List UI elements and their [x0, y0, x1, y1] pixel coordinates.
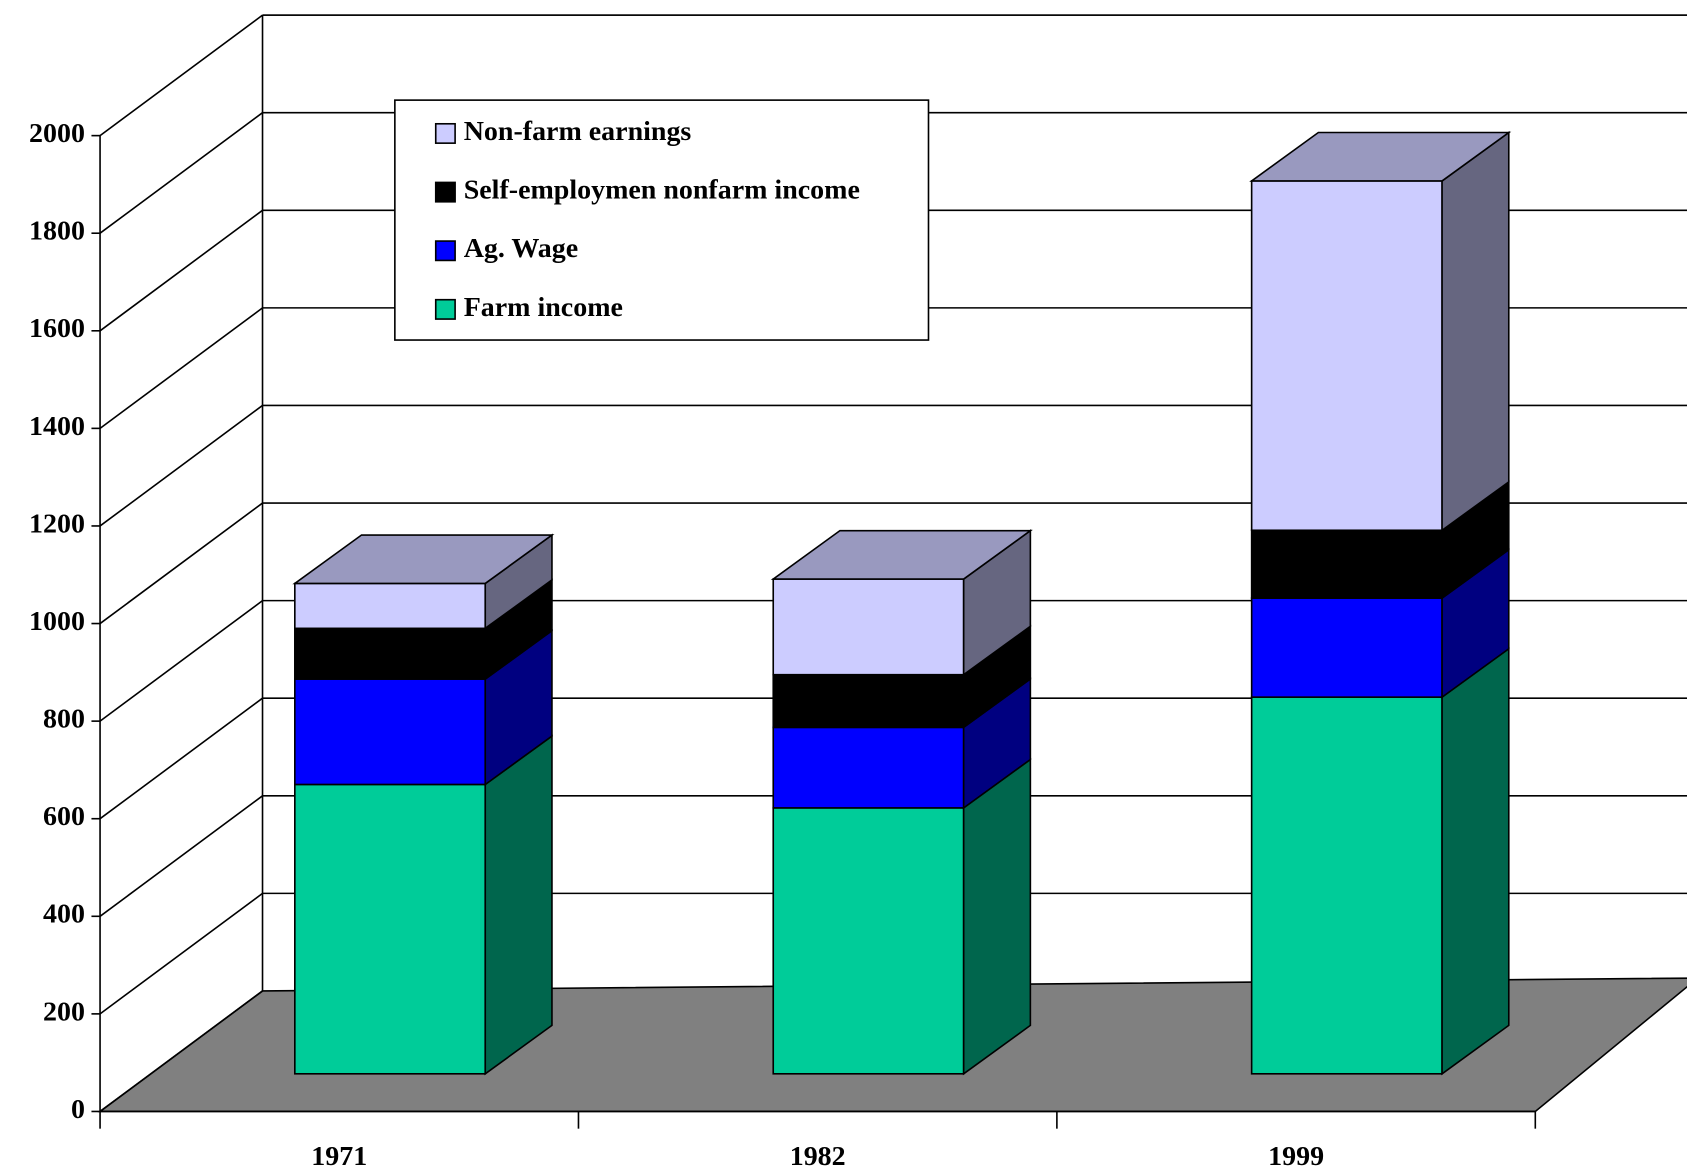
- bar-segment: [294, 627, 487, 680]
- bar-top: [1249, 131, 1512, 182]
- y-tick-label: 2000: [29, 118, 85, 149]
- grid-line: [99, 14, 263, 137]
- y-tick-label: 1200: [29, 508, 85, 539]
- grid-line: [99, 404, 263, 527]
- grid-line: [99, 112, 263, 234]
- bar-top: [292, 534, 555, 585]
- bar-segment: [772, 578, 965, 676]
- bar-segment: [772, 807, 965, 1075]
- bar-side: [484, 734, 553, 1076]
- bar-segment: [1250, 180, 1443, 532]
- grid-line: [99, 599, 263, 722]
- grid-line: [99, 209, 263, 332]
- legend-swatch: [434, 298, 456, 320]
- x-tick-label: 1982: [790, 1141, 846, 1172]
- bar-segment: [1250, 529, 1443, 599]
- bar-segment: [294, 582, 487, 630]
- legend-swatch: [434, 181, 456, 203]
- bar-segment: [294, 783, 487, 1075]
- bar-segment: [772, 673, 965, 729]
- grid-line: [99, 502, 263, 625]
- legend-swatch: [434, 240, 456, 262]
- legend-label: Self-employmen nonfarm income: [464, 175, 860, 206]
- x-tick-label: 1971: [311, 1141, 367, 1172]
- legend-label: Farm income: [464, 292, 623, 323]
- legend-swatch: [434, 122, 456, 144]
- grid-line: [99, 892, 263, 1015]
- y-tick-label: 1800: [29, 216, 85, 247]
- legend: Non-farm earnings Self-employmen nonfarm …: [394, 99, 930, 341]
- bar-side: [962, 757, 1032, 1076]
- grid-line: [99, 990, 263, 1113]
- bar-side: [1441, 130, 1510, 532]
- x-tick-label: 1999: [1268, 1141, 1324, 1172]
- bar-top: [770, 529, 1033, 580]
- grid-line: [99, 795, 263, 917]
- legend-box: [394, 99, 930, 341]
- y-tick-label: 600: [43, 801, 85, 832]
- bar-segment: [1250, 696, 1443, 1075]
- y-tick-label: 800: [43, 704, 85, 735]
- grid-line: [99, 697, 263, 820]
- grid-line: [99, 307, 263, 430]
- y-tick-label: 1000: [29, 606, 85, 637]
- bar-segment: [1250, 597, 1443, 698]
- y-tick-label: 0: [71, 1094, 85, 1125]
- bar-segment: [772, 726, 965, 809]
- y-tick-label: 1400: [29, 411, 85, 442]
- bar-segment: [294, 678, 487, 786]
- y-tick-label: 400: [43, 899, 85, 930]
- y-tick-label: 200: [43, 996, 85, 1027]
- bar-side: [1441, 647, 1510, 1076]
- legend-label: Non-farm earnings: [464, 116, 692, 147]
- legend-label: Ag. Wage: [464, 233, 578, 264]
- y-tick-label: 1600: [29, 313, 85, 344]
